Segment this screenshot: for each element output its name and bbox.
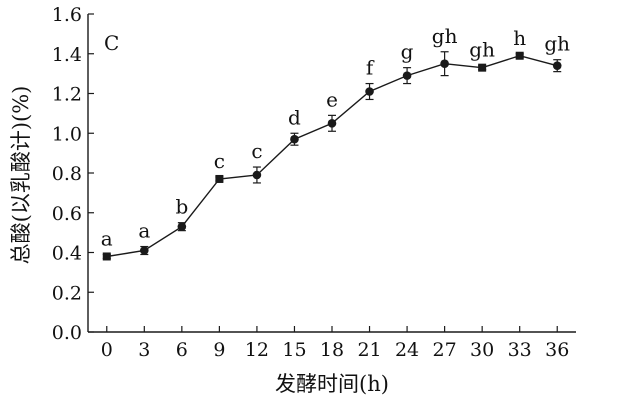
data-point <box>252 170 262 180</box>
x-axis-ticks: 0 3 6 9 12 15 18 21 24 27 30 33 36 <box>101 326 569 361</box>
data-point <box>440 59 449 68</box>
data-point <box>102 252 111 261</box>
significance-letter: c <box>214 149 225 173</box>
y-tick-label: 0.6 <box>52 203 82 225</box>
data-markers <box>102 51 562 261</box>
x-tick-label: 12 <box>245 339 269 361</box>
y-axis-label: 总酸(以乳酸计)(%) <box>9 86 33 265</box>
x-tick-label: 0 <box>101 339 113 361</box>
y-tick-label: 1.2 <box>52 84 82 106</box>
x-axis-label: 发酵时间(h) <box>275 372 389 396</box>
significance-letter: g <box>401 40 414 64</box>
y-tick-label: 0.0 <box>52 322 82 344</box>
significance-letter: b <box>175 195 188 219</box>
error-bars <box>102 51 562 260</box>
data-point <box>327 119 337 128</box>
significance-letter: gh <box>469 38 495 62</box>
significance-letter: a <box>101 226 113 250</box>
panel-label: C <box>104 31 119 55</box>
significance-letter: d <box>288 105 301 129</box>
x-tick-label: 36 <box>545 339 569 361</box>
significance-letter: gh <box>544 32 570 56</box>
y-axis-ticks: 0.0 0.2 0.4 0.6 0.8 1.0 1.2 1.4 1.6 <box>52 4 94 344</box>
data-point <box>515 51 524 60</box>
data-point <box>215 174 224 183</box>
x-tick-label: 6 <box>176 339 188 361</box>
x-tick-label: 3 <box>138 339 150 361</box>
significance-letter: h <box>513 26 526 50</box>
y-tick-label: 0.2 <box>52 282 82 304</box>
x-tick-label: 30 <box>470 339 494 361</box>
y-tick-label: 0.4 <box>52 243 82 265</box>
series-line <box>106 54 558 258</box>
data-point <box>365 87 374 96</box>
data-point <box>290 134 299 144</box>
significance-letter: a <box>138 219 150 243</box>
significance-letter: e <box>326 87 338 111</box>
data-point <box>402 71 412 80</box>
significance-letter: c <box>251 139 262 163</box>
x-tick-label: 27 <box>433 339 457 361</box>
x-tick-label: 33 <box>508 339 532 361</box>
significance-letter: gh <box>432 24 458 48</box>
x-tick-label: 24 <box>395 339 419 361</box>
data-point <box>140 246 149 255</box>
data-point <box>177 222 187 231</box>
significance-letter: f <box>366 56 375 80</box>
y-tick-label: 0.8 <box>52 163 82 185</box>
x-tick-label: 9 <box>213 339 225 361</box>
y-tick-label: 1.4 <box>52 44 82 66</box>
y-tick-label: 1.6 <box>52 4 82 26</box>
x-tick-label: 15 <box>282 339 306 361</box>
x-tick-label: 21 <box>357 339 381 361</box>
x-tick-label: 18 <box>320 339 344 361</box>
data-point <box>478 63 487 72</box>
y-tick-label: 1.0 <box>52 123 82 145</box>
data-point <box>552 61 562 70</box>
series-line-group <box>106 54 558 258</box>
